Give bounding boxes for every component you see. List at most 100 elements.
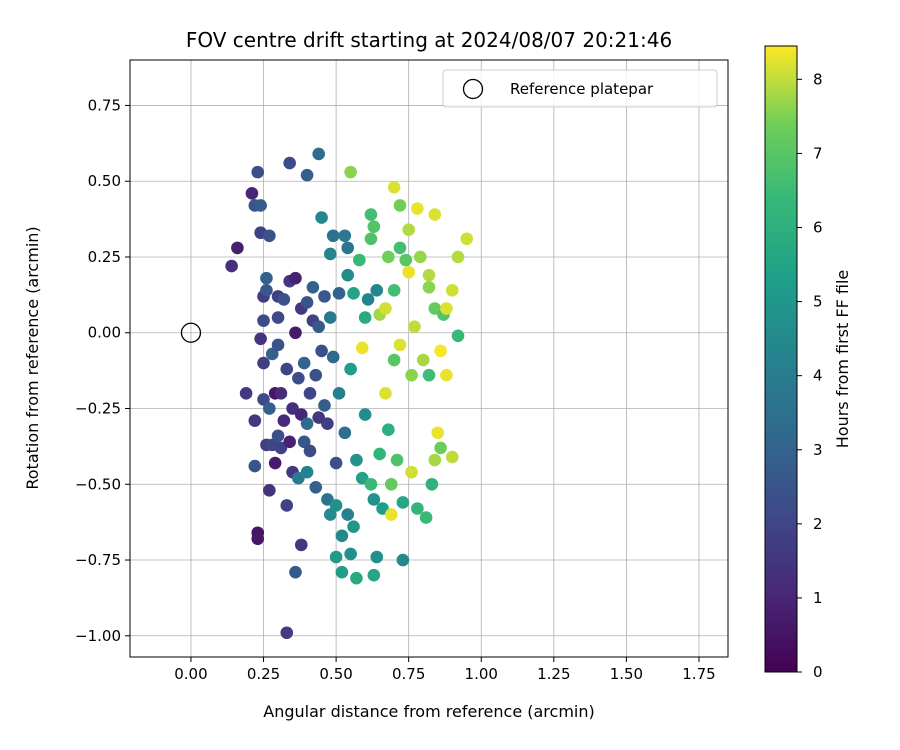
data-point [257,393,270,406]
data-point [344,547,357,561]
data-point [393,199,407,212]
data-point [309,480,323,494]
data-point [428,208,442,221]
data-point [263,229,276,243]
reference-platepar-marker [180,322,202,343]
data-point [280,499,294,512]
data-point [292,371,305,385]
colorbar-tick-label: 8 [813,70,823,88]
data-point [387,180,401,194]
data-point [364,477,378,491]
y-axis-label: Rotation from reference (arcmin) [23,226,42,489]
data-point [248,414,262,427]
data-point [274,387,288,400]
x-tick-label: 0.75 [392,665,425,683]
y-tick-label: 0.25 [88,248,121,266]
data-point [364,208,378,221]
data-point [425,477,439,491]
data-point [393,338,407,352]
data-point [445,450,459,464]
data-point [300,168,314,182]
colorbar-tick-label: 4 [813,367,823,385]
colorbar [764,45,798,673]
data-point [344,362,357,376]
legend: Reference platepar [442,69,718,108]
data-point [324,311,337,324]
data-point [309,368,323,382]
data-point [353,253,366,267]
data-point [367,493,381,506]
data-point [422,268,436,282]
data-point [387,284,401,297]
data-point [297,356,311,370]
data-point [370,550,384,564]
data-point [341,268,355,282]
data-point [411,502,424,515]
data-point [326,229,340,243]
data-point [283,435,296,449]
data-point [289,271,302,285]
data-point [277,293,291,306]
data-point [341,241,355,255]
data-point [280,362,294,376]
data-point [445,284,459,297]
x-axis-ticks: 0.00 0.25 0.50 0.75 1.00 1.25 1.50 1.75 [174,657,716,683]
data-point [350,453,363,467]
data-point [225,259,238,273]
data-point [329,499,343,512]
data-point [306,280,320,294]
data-point [312,320,325,333]
x-tick-label: 1.75 [682,665,715,683]
data-point [277,414,291,427]
colorbar-ticks: 0 1 2 3 4 5 6 7 8 [797,70,823,681]
data-point [411,202,424,215]
data-point [335,565,349,579]
colorbar-tick-label: 7 [813,144,823,162]
data-point [384,477,398,491]
data-point [434,441,447,455]
y-tick-label: −1.00 [75,627,121,645]
data-point [254,332,267,346]
data-point [382,423,395,437]
data-point [318,290,331,303]
colorbar-label: Hours from first FF file [833,270,852,449]
chart-title: FOV centre drift starting at 2024/08/07 … [186,28,672,52]
data-point [402,223,415,237]
data-point [300,417,314,430]
data-point [245,187,259,200]
data-point [321,417,334,430]
data-point [326,350,340,364]
data-point [419,511,433,524]
y-tick-label: 0.50 [88,172,121,190]
data-point [399,253,413,267]
colorbar-tick-label: 2 [813,515,823,533]
data-point [355,341,369,355]
data-point [358,408,372,421]
y-tick-label: −0.75 [75,551,121,569]
data-point [364,232,378,246]
legend-entry-label: Reference platepar [510,80,654,98]
data-point [329,550,343,564]
data-point [338,229,352,243]
data-point [405,368,418,382]
data-point [315,344,328,358]
x-tick-label: 1.25 [537,665,570,683]
data-point [387,353,401,367]
data-point [428,453,442,467]
x-tick-label: 1.50 [610,665,643,683]
colorbar-tick-label: 1 [813,589,823,607]
data-point [289,565,302,579]
data-point [416,353,430,367]
data-point [324,508,337,521]
data-point [413,250,427,264]
data-point [384,508,398,521]
data-point [289,326,302,340]
data-point [434,344,447,358]
x-tick-label: 0.00 [174,665,207,683]
x-tick-label: 0.50 [319,665,352,683]
colorbar-tick-label: 0 [813,663,823,681]
colorbar-tick-label: 6 [813,219,823,237]
y-tick-label: 0.75 [88,96,121,114]
legend-box [442,69,718,108]
